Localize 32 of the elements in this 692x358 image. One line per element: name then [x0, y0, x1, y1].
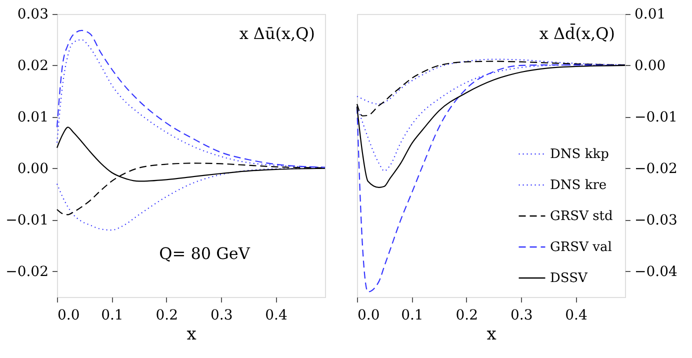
x-tick-label: 0.3	[510, 308, 533, 324]
y-tick-label: 0.00	[634, 58, 666, 74]
legend-label: DNS kkp	[550, 147, 609, 162]
y-tick-label: −0.02	[634, 160, 678, 177]
annotation: Q= 80 GeV	[159, 244, 250, 263]
y-tick-label: 0.02	[17, 58, 48, 74]
x-tick-label: 0.0	[358, 308, 380, 324]
x-axis-title: x	[186, 324, 197, 344]
legend-label: DNS kre	[550, 178, 607, 193]
y-tick-label: −0.04	[634, 264, 678, 280]
legend-label: GRSV std	[550, 209, 613, 224]
y-tick-label: 0.00	[17, 160, 48, 177]
legend-label: DSSV	[550, 271, 588, 286]
legend-label: GRSV val	[550, 240, 612, 255]
annotation: x Δū(x,Q)	[239, 24, 315, 43]
x-axis-title: x	[486, 324, 497, 344]
annotation: x Δd̄(x,Q)	[539, 24, 615, 43]
y-tick-label: −0.02	[6, 264, 48, 280]
x-tick-label: 0.2	[456, 308, 478, 324]
x-tick-label: 0.3	[210, 308, 233, 324]
x-tick-label: 0.4	[265, 308, 288, 324]
y-tick-label: 0.01	[17, 109, 48, 126]
y-tick-label: −0.03	[634, 212, 678, 228]
x-tick-label: 0.4	[565, 308, 588, 324]
y-tick-label: −0.01	[634, 109, 678, 126]
y-tick-label: 0.03	[17, 6, 48, 22]
x-tick-label: 0.1	[101, 308, 124, 324]
x-tick-label: 0.0	[58, 308, 80, 324]
y-tick-label: −0.01	[6, 212, 48, 228]
y-tick-label: 0.01	[634, 6, 666, 22]
x-tick-label: 0.1	[401, 308, 424, 324]
x-tick-label: 0.2	[156, 308, 178, 324]
